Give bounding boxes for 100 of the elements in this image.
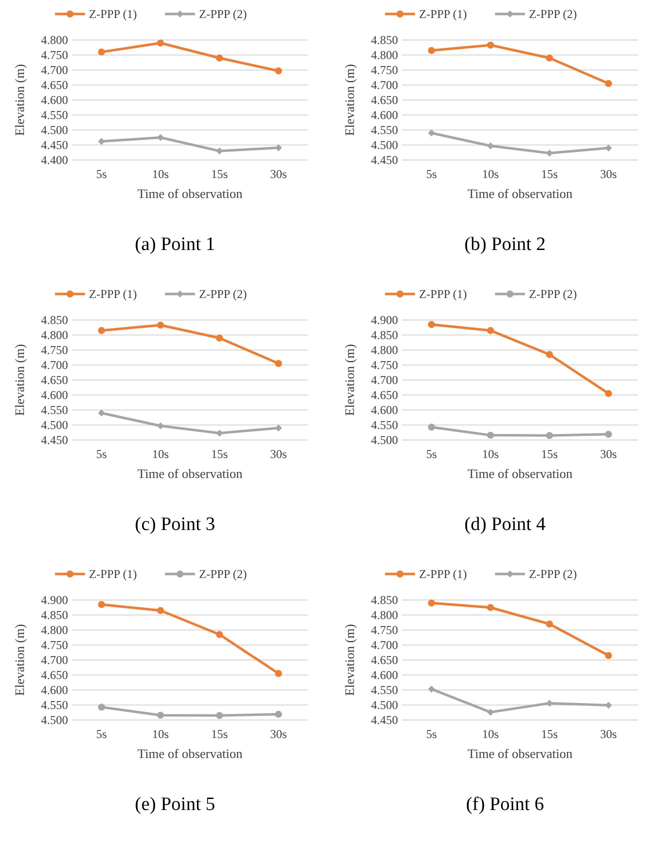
point [487,604,494,611]
x-axis-title: Time of observation [468,746,573,761]
point [487,327,494,334]
y-tick-label: 4.500 [371,698,398,712]
y-tick-label: 4.600 [371,668,398,682]
point [605,430,612,438]
legend-label: Z-PPP (2) [529,567,577,581]
x-tick-label: 10s [152,167,170,181]
point [157,40,164,46]
y-tick-label: 4.700 [41,653,68,667]
y-tick-label: 4.600 [371,403,398,417]
point [157,134,164,141]
legend-label: Z-PPP (1) [89,287,137,301]
y-tick-label: 4.800 [41,328,68,342]
legend-label: Z-PPP (1) [89,7,137,21]
y-tick-label: 4.750 [41,48,68,62]
y-tick-label: 4.750 [41,343,68,357]
point [275,424,282,432]
point [275,710,282,718]
text: (c) Point 3 [134,514,216,535]
point [487,142,494,150]
point [216,54,223,62]
x-tick-label: 30s [600,167,618,181]
y-tick-label: 4.450 [41,138,68,152]
y-tick-label: 4.650 [371,93,398,107]
y-tick-label: 4.750 [371,63,398,77]
x-tick-label: 10s [152,447,170,461]
point [157,322,164,329]
y-tick-label: 4.850 [371,593,398,607]
y-tick-label: 4.700 [371,638,398,652]
x-axis-title: Time of observation [468,466,573,481]
y-tick-label: 4.650 [41,668,68,682]
text: (f) Point 6 [466,794,544,815]
y-tick-label: 4.550 [41,403,68,417]
y-tick-label: 4.900 [371,313,398,327]
point [216,712,223,719]
text: (e) Point 5 [134,794,216,815]
x-tick-label: 5s [96,727,108,741]
y-tick-label: 4.800 [41,33,68,47]
text: (d) Point 4 [464,514,546,535]
text: (b) Point 2 [464,234,546,255]
point [157,712,164,719]
y-axis-title: Elevation (m) [342,64,357,136]
y-tick-label: 4.500 [371,433,398,447]
y-tick-label: 4.850 [371,328,398,342]
y-tick-label: 4.600 [41,388,68,402]
x-tick-label: 10s [482,167,500,181]
point [546,700,553,707]
y-tick-label: 4.650 [371,388,398,402]
y-tick-label: 4.500 [41,713,68,727]
y-tick-label: 4.600 [371,108,398,122]
y-tick-label: 4.550 [41,698,68,712]
y-tick-label: 4.900 [41,593,68,607]
point [428,600,435,606]
point [428,424,435,431]
point [605,144,612,152]
x-tick-label: 10s [152,727,170,741]
point [546,54,553,62]
legend-label: Z-PPP (1) [419,287,467,301]
x-tick-label: 15s [541,447,558,461]
point [428,321,435,328]
point [216,334,223,342]
legend-label: Z-PPP (2) [199,287,247,301]
point [605,702,612,709]
y-tick-label: 4.450 [371,713,398,727]
y-tick-label: 4.750 [371,623,398,637]
point [98,138,105,145]
x-tick-label: 5s [426,167,438,181]
y-tick-label: 4.750 [371,358,398,372]
x-tick-label: 15s [541,727,558,741]
point [487,42,494,49]
legend-label: Z-PPP (1) [419,567,467,581]
x-tick-label: 5s [426,447,438,461]
point [605,652,612,659]
x-axis-title: Time of observation [138,746,243,761]
point [546,432,553,439]
y-tick-label: 4.550 [371,683,398,697]
point [546,620,553,628]
point [487,432,494,439]
y-tick-label: 4.850 [371,33,398,47]
point [605,80,612,87]
y-tick-label: 4.650 [371,653,398,667]
y-tick-label: 4.500 [41,418,68,432]
y-tick-label: 4.500 [41,123,68,137]
y-tick-label: 4.850 [41,608,68,622]
y-tick-label: 4.500 [371,138,398,152]
y-tick-label: 4.700 [371,373,398,387]
point [98,704,105,711]
y-axis-title: Elevation (m) [12,624,27,696]
x-tick-label: 15s [541,167,558,181]
x-tick-label: 15s [211,447,228,461]
x-tick-label: 5s [96,167,108,181]
y-tick-label: 4.550 [371,123,398,137]
x-tick-label: 5s [426,727,438,741]
y-tick-label: 4.650 [41,373,68,387]
x-tick-label: 5s [96,447,108,461]
point [275,360,282,367]
y-axis-title: Elevation (m) [12,64,27,136]
legend-label: Z-PPP (2) [529,287,577,301]
y-tick-label: 4.550 [371,418,398,432]
